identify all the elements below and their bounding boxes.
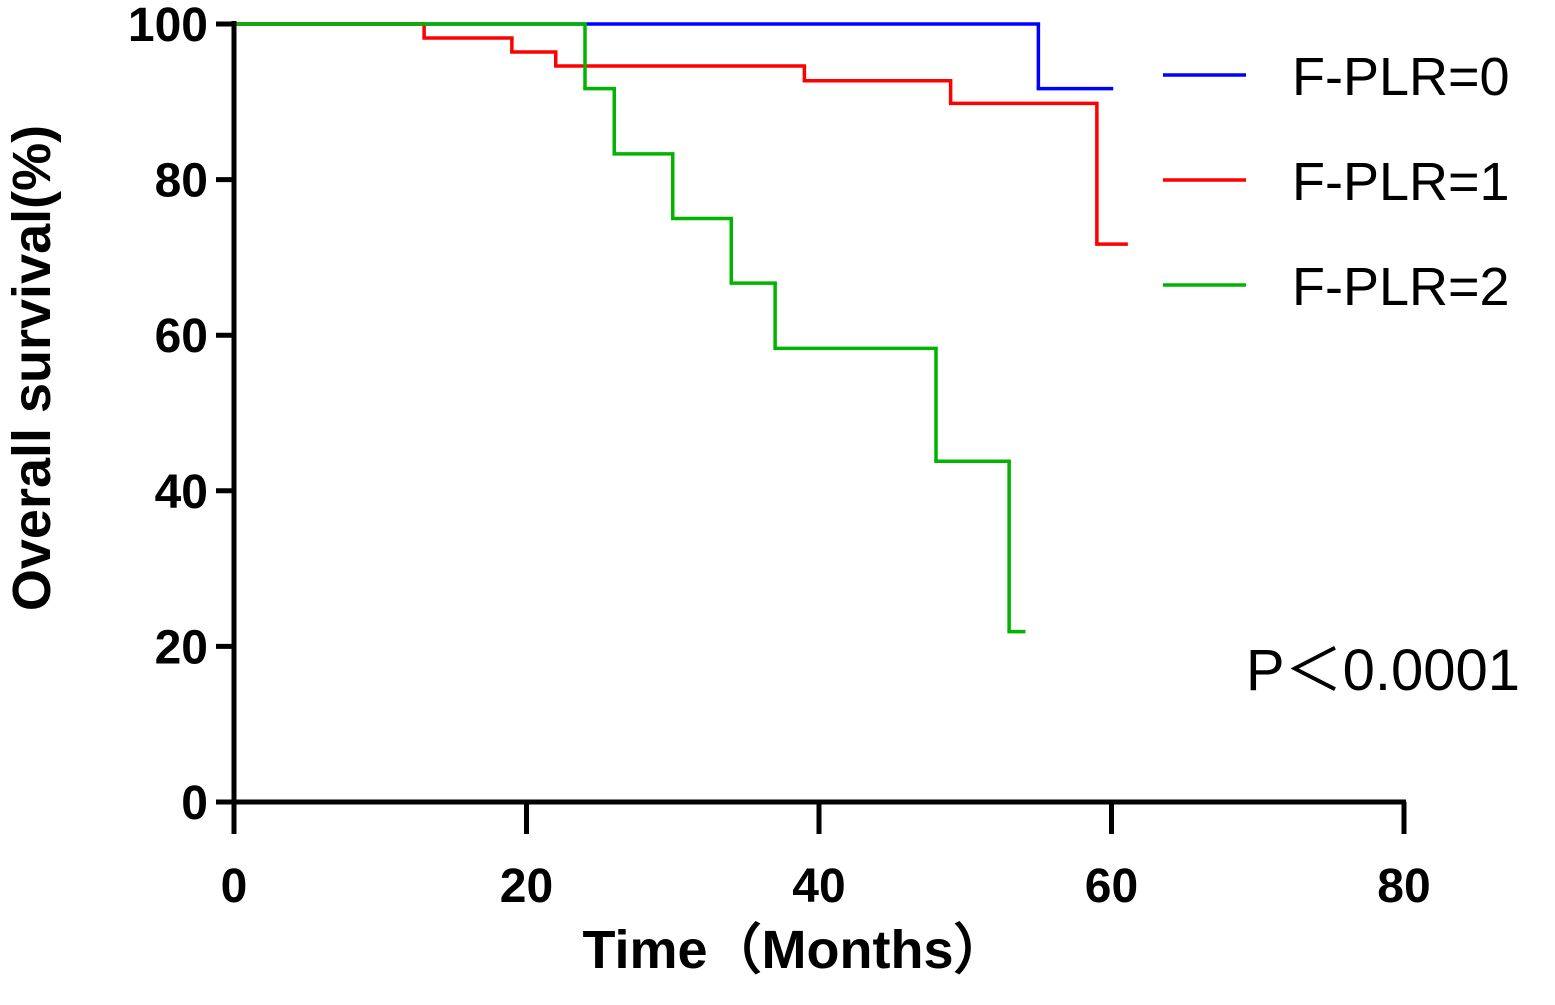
x-tick-label: 40 xyxy=(792,860,845,913)
y-tick-label: 80 xyxy=(155,155,208,208)
x-tick-label: 20 xyxy=(500,860,553,913)
legend-label: F-PLR=0 xyxy=(1292,47,1510,107)
x-tick-label: 0 xyxy=(221,860,248,913)
y-tick-label: 0 xyxy=(181,777,208,830)
x-tick-label: 60 xyxy=(1085,860,1138,913)
legend-label: F-PLR=2 xyxy=(1292,257,1510,317)
y-tick-label: 40 xyxy=(155,466,208,519)
y-axis-title: Overall survival(%) xyxy=(2,125,62,611)
x-tick-label: 80 xyxy=(1377,860,1430,913)
x-axis-title: Time（Months） xyxy=(582,920,1007,980)
y-tick-label: 20 xyxy=(155,621,208,674)
y-tick-label: 100 xyxy=(128,0,208,52)
legend-label: F-PLR=1 xyxy=(1292,152,1510,212)
p-value: P＜0.0001 xyxy=(1246,638,1520,703)
y-tick-label: 60 xyxy=(155,310,208,363)
